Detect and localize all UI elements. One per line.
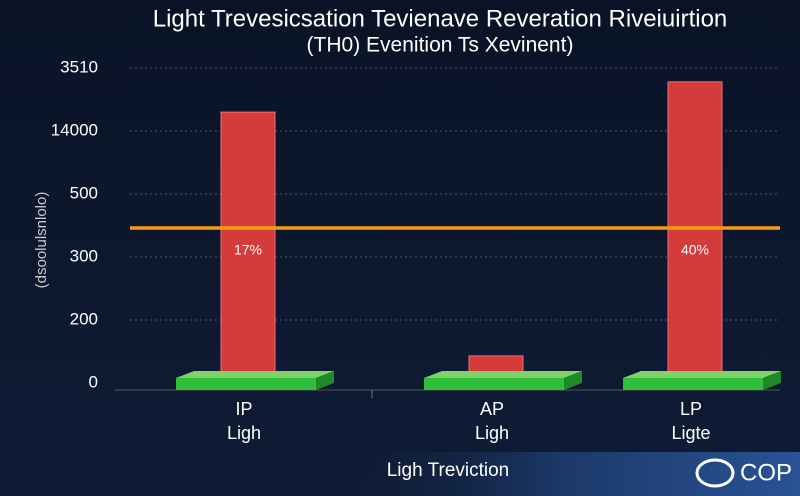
x-tick-sublabel: Ligh	[227, 423, 261, 443]
bar-base-side	[763, 371, 781, 390]
bar-base-top	[176, 371, 334, 378]
y-tick-label: 500	[70, 183, 98, 202]
bar-base	[176, 378, 316, 390]
bar	[220, 111, 276, 384]
bar-base-side	[564, 371, 582, 390]
logo-text: COP	[740, 459, 792, 486]
x-tick-label: LP	[680, 399, 702, 419]
y-tick-label: 14000	[51, 120, 98, 139]
y-tick-label: 200	[70, 309, 98, 328]
bar-base-side	[316, 371, 334, 390]
value-label: 40%	[681, 242, 709, 258]
bar-base-top	[424, 371, 582, 378]
x-tick-sublabel: Ligh	[475, 423, 509, 443]
bar	[667, 81, 723, 384]
value-label: 17%	[234, 242, 262, 258]
bar-base	[424, 378, 564, 390]
y-axis-title: (dsoolulsnlolo)	[33, 192, 50, 289]
y-tick-label: 300	[70, 246, 98, 265]
y-tick-label: 3510	[60, 57, 98, 76]
logo-icon	[695, 458, 735, 488]
bar-base	[623, 378, 763, 390]
chart-title: Light Trevesicsation Tevienave Reveratio…	[153, 5, 728, 32]
x-tick-sublabel: Ligte	[671, 423, 710, 443]
y-tick-label: 0	[89, 372, 98, 391]
bar-base-top	[623, 371, 781, 378]
x-tick-label: IP	[235, 399, 252, 419]
chart-subtitle: (TH0) Evenition Ts Xevinent)	[307, 34, 574, 57]
footer-text: Ligh Treviction	[387, 460, 510, 481]
x-tick-label: AP	[480, 399, 504, 419]
